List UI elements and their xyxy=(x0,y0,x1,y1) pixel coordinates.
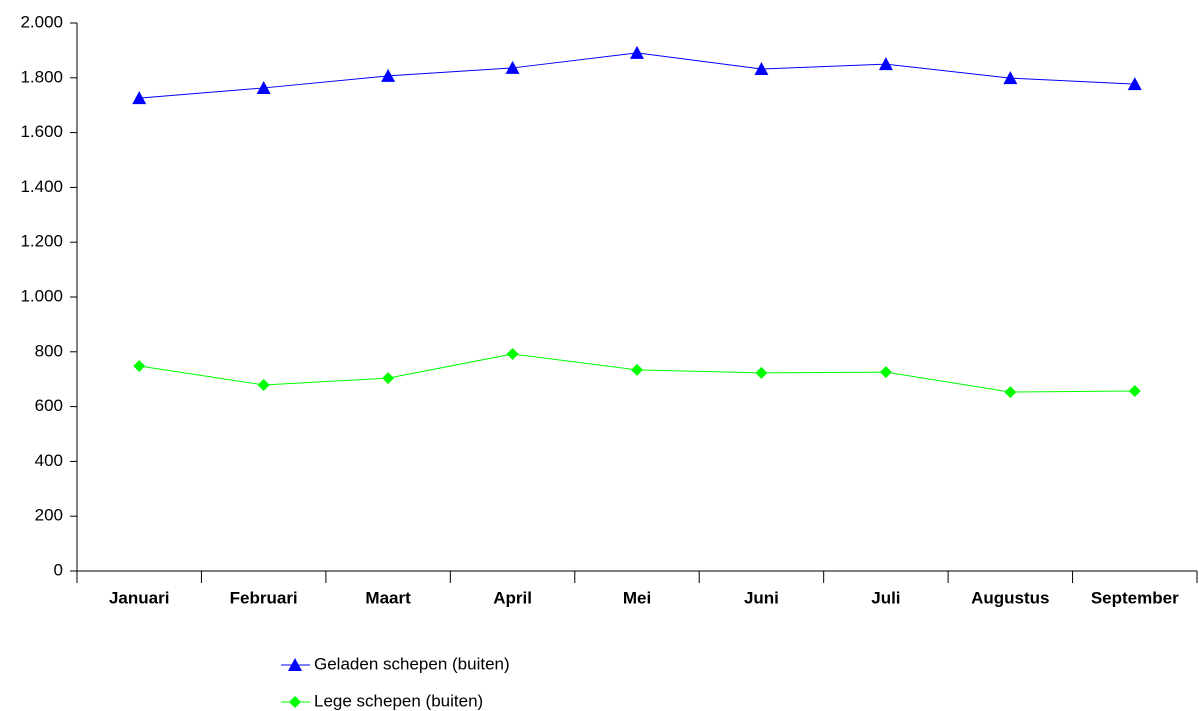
marker xyxy=(289,696,301,708)
legend-label: Geladen schepen (buiten) xyxy=(314,654,510,673)
marker xyxy=(631,363,643,376)
x-tick-label: Maart xyxy=(365,588,411,607)
x-tick-label: April xyxy=(493,588,532,607)
marker xyxy=(878,57,893,71)
marker xyxy=(879,366,892,379)
x-tick-label: Juli xyxy=(871,588,900,607)
legend-label: Lege schepen (buiten) xyxy=(314,691,483,710)
marker xyxy=(630,45,644,59)
y-tick-label: 1.200 xyxy=(20,232,63,251)
y-tick-label: 0 xyxy=(54,560,63,579)
marker xyxy=(1127,77,1142,91)
series-line xyxy=(139,52,1135,99)
x-tick-label: Juni xyxy=(744,588,779,607)
marker xyxy=(382,372,395,385)
marker xyxy=(288,658,302,671)
marker xyxy=(132,91,147,105)
marker xyxy=(506,347,519,360)
y-tick-label: 1.800 xyxy=(20,67,63,86)
x-tick-label: Januari xyxy=(109,588,169,607)
marker xyxy=(754,62,769,76)
x-tick-label: Mei xyxy=(623,588,651,607)
marker xyxy=(256,80,271,94)
x-tick-label: Augustus xyxy=(971,588,1049,607)
marker xyxy=(381,68,396,82)
y-tick-label: 800 xyxy=(35,341,63,360)
marker xyxy=(755,366,768,379)
x-tick-label: Februari xyxy=(230,588,298,607)
marker xyxy=(1004,386,1017,399)
marker xyxy=(1003,71,1018,85)
y-tick-label: 400 xyxy=(35,451,63,470)
y-tick-label: 1.400 xyxy=(20,177,63,196)
y-tick-label: 1.600 xyxy=(20,122,63,141)
x-tick-label: September xyxy=(1091,588,1179,607)
y-tick-label: 1.000 xyxy=(20,286,63,305)
marker xyxy=(1128,384,1141,397)
y-tick-label: 2.000 xyxy=(20,12,63,31)
marker xyxy=(505,60,520,74)
y-tick-label: 600 xyxy=(35,396,63,415)
marker xyxy=(257,378,270,391)
y-tick-label: 200 xyxy=(35,506,63,525)
marker xyxy=(133,360,146,373)
